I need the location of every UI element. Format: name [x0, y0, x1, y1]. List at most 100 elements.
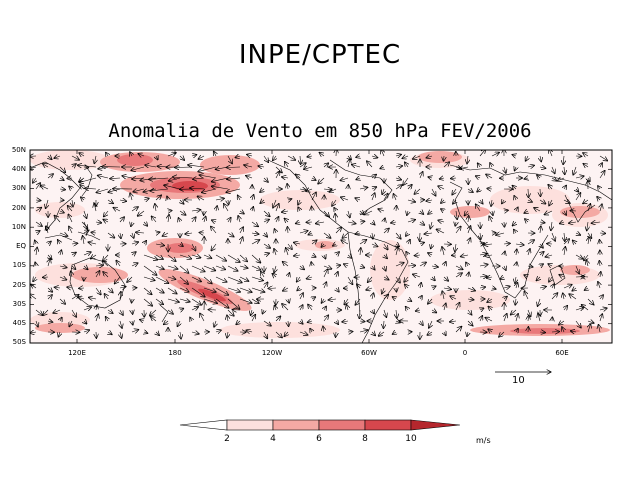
wind-vector [453, 200, 456, 204]
wind-vector [384, 218, 385, 222]
wind-vector [83, 230, 89, 233]
wind-vector [551, 221, 552, 231]
wind-vector [227, 298, 240, 309]
wind-vector [503, 243, 510, 244]
wind-vector [408, 239, 410, 244]
wind-vector [274, 305, 276, 310]
wind-vector [69, 320, 72, 327]
wind-vector [443, 162, 450, 168]
wind-vector [191, 265, 205, 272]
wind-vector [162, 233, 169, 236]
wind-vector [156, 232, 160, 233]
wind-vector [380, 167, 384, 169]
wind-vector [405, 284, 409, 288]
reference-vector-label: 10 [512, 375, 525, 386]
colorbar-segment [410, 419, 461, 431]
wind-vector [143, 254, 158, 260]
wind-vector [185, 233, 193, 234]
wind-vector [192, 217, 196, 223]
lat-label: 10S [12, 261, 26, 269]
wind-vector [227, 265, 238, 271]
wind-vector [190, 188, 205, 189]
wind-vector [284, 332, 288, 337]
wind-vector [299, 231, 308, 233]
wind-vector [155, 204, 156, 212]
wind-vector [273, 156, 276, 161]
wind-vector [276, 217, 279, 223]
wind-vector [132, 310, 133, 314]
wind-vector [527, 266, 533, 267]
wind-vector [140, 320, 144, 322]
wind-vector [214, 320, 216, 327]
wind-vector [332, 199, 336, 206]
wind-vector [431, 266, 438, 267]
wind-vector [54, 287, 61, 288]
wind-vector [489, 216, 492, 223]
wind-vector [236, 321, 240, 325]
wind-vector [516, 282, 518, 289]
wind-vector [572, 288, 576, 291]
wind-vector [413, 274, 421, 277]
wind-vector [167, 299, 179, 302]
header-title: INPE/CPTEC [238, 40, 402, 70]
wind-vector [287, 227, 288, 234]
wind-vector [263, 244, 271, 248]
wind-vector [599, 240, 600, 245]
wind-vector [312, 297, 316, 299]
wind-vector [504, 166, 506, 173]
wind-vector [282, 262, 289, 267]
wind-vector [69, 186, 72, 189]
wind-vector [91, 232, 97, 233]
wind-vector [120, 331, 122, 338]
colorbar-segment [364, 419, 412, 431]
wind-vector [439, 178, 444, 179]
wind-vector [156, 156, 158, 160]
wind-vector [384, 294, 389, 299]
wind-vector [527, 165, 534, 167]
wind-vector [536, 277, 540, 281]
wind-vector [442, 247, 444, 256]
wind-vector [356, 178, 360, 180]
wind-vector [516, 207, 518, 211]
wind-vector [58, 240, 61, 244]
wind-vector [227, 233, 234, 237]
wind-vector [492, 211, 493, 216]
lon-label: 60W [361, 349, 377, 357]
wind-vector [396, 247, 398, 256]
wind-vector [155, 254, 163, 259]
wind-vector [524, 211, 528, 213]
lat-label: 40N [11, 165, 26, 173]
wind-vector [95, 222, 102, 223]
wind-vector [372, 174, 376, 178]
wind-vector [199, 175, 217, 179]
wind-vector [155, 244, 165, 246]
wind-vector [336, 265, 341, 266]
wind-vector [284, 218, 288, 222]
colorbar-segment [179, 419, 228, 431]
wind-vector [583, 164, 588, 168]
wind-vector [414, 188, 421, 194]
wind-vector [407, 220, 415, 222]
wind-vector [131, 330, 139, 332]
wind-vector [300, 321, 303, 324]
wind-vector [88, 297, 97, 299]
wind-vector [348, 159, 350, 168]
wind-vector [274, 249, 276, 256]
wind-vector [396, 309, 397, 318]
wind-vector [548, 264, 552, 266]
wind-vector [537, 298, 540, 306]
wind-vector [211, 177, 229, 182]
wind-vector [83, 330, 90, 332]
wind-vector [514, 196, 516, 201]
wind-vector [479, 287, 486, 288]
wind-vector [359, 321, 365, 322]
wind-vector [120, 320, 122, 328]
wind-vector [444, 277, 449, 281]
wind-vector [492, 288, 496, 289]
wind-vector [60, 211, 64, 213]
wind-vector [395, 154, 401, 156]
wind-vector [383, 228, 389, 234]
wind-vector [500, 277, 504, 279]
wind-vector [455, 226, 461, 234]
wind-vector [372, 187, 377, 189]
